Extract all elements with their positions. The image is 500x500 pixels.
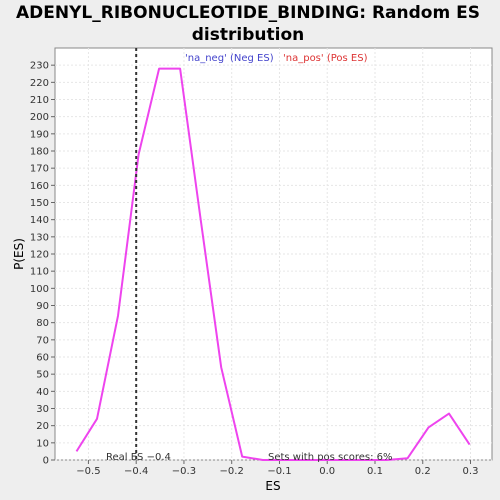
y-tick-label: 0	[43, 456, 49, 467]
y-tick-label: 80	[36, 318, 49, 329]
y-tick-label: 130	[30, 232, 49, 243]
chart-title: ADENYL_RIBONUCLEOTIDE_BINDING: Random ES	[16, 3, 480, 23]
x-tick-label: 0.0	[319, 466, 335, 477]
y-tick-label: 120	[30, 250, 49, 261]
x-tick-label: 0.3	[463, 466, 479, 477]
y-tick-label: 200	[30, 112, 49, 123]
y-axis-label: P(ES)	[12, 238, 26, 270]
series-group	[75, 67, 471, 461]
y-tick-label: 190	[30, 129, 49, 140]
chart-title-line2: distribution	[192, 25, 304, 45]
y-tick-label: 220	[30, 78, 49, 89]
x-axis: −0.5 −0.4 −0.3 −0.2 −0.1 0.0 0.1 0.2 0.3	[76, 460, 478, 477]
x-tick-label: −0.4	[124, 466, 148, 477]
y-tick-label: 150	[30, 198, 49, 209]
y-tick-label: 20	[36, 421, 49, 432]
x-tick-label: −0.2	[220, 466, 244, 477]
x-tick-label: −0.5	[76, 466, 100, 477]
y-tick-label: 50	[36, 370, 49, 381]
y-tick-label: 30	[36, 404, 49, 415]
x-tick-label: 0.2	[415, 466, 431, 477]
legend-neg: 'na_neg' (Neg ES)	[185, 53, 274, 64]
y-tick-label: 230	[30, 61, 49, 72]
y-tick-label: 210	[30, 95, 49, 106]
real-es-label: Real ES −0.4	[106, 452, 171, 463]
x-tick-label: −0.1	[267, 466, 291, 477]
y-tick-label: 70	[36, 335, 49, 346]
y-tick-label: 160	[30, 181, 49, 192]
pos-scores-label: Sets with pos scores: 6%	[268, 452, 393, 463]
y-tick-label: 180	[30, 147, 49, 158]
y-tick-label: 10	[36, 438, 49, 449]
y-axis: 0 10 20 30 40 50 60 70 80 90 100 110 120 130 140 150 160…	[30, 61, 55, 467]
x-tick-label: 0.1	[367, 466, 383, 477]
y-tick-label: 40	[36, 387, 49, 398]
x-axis-label: ES	[265, 479, 280, 493]
y-tick-label: 60	[36, 353, 49, 364]
series-line	[75, 67, 471, 461]
grid	[55, 48, 492, 461]
y-tick-label: 170	[30, 164, 49, 175]
x-tick-label: −0.3	[172, 466, 196, 477]
y-tick-label: 90	[36, 301, 49, 312]
y-tick-label: 140	[30, 215, 49, 226]
y-tick-label: 100	[30, 284, 49, 295]
legend-pos: 'na_pos' (Pos ES)	[283, 53, 368, 64]
y-tick-label: 110	[30, 267, 49, 278]
